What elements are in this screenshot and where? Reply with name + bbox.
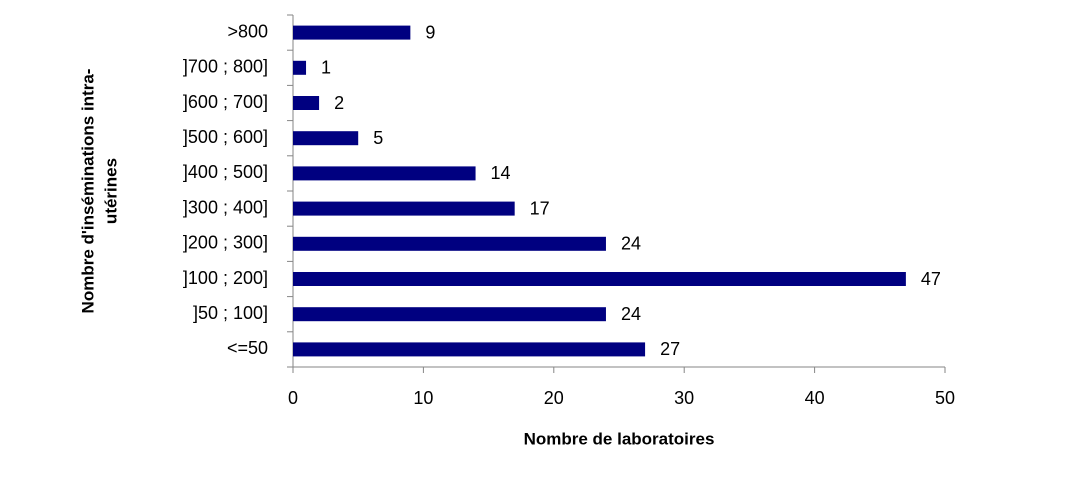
y-axis-label-line: utérines	[101, 158, 120, 224]
value-label: 2	[334, 93, 344, 113]
value-label: 17	[530, 198, 550, 218]
x-tick-label: 40	[805, 388, 825, 408]
bar	[293, 166, 476, 181]
value-label: 14	[491, 163, 511, 183]
bar	[293, 272, 906, 286]
bar	[293, 25, 411, 40]
bar	[293, 131, 359, 146]
value-label: 24	[621, 234, 641, 254]
y-tick-label: ]300 ; 400]	[183, 197, 268, 217]
bar	[293, 236, 606, 251]
y-tick-label: ]600 ; 700]	[183, 92, 268, 112]
x-tick-label: 50	[935, 388, 955, 408]
x-tick-label: 0	[288, 388, 298, 408]
value-label: 9	[425, 22, 435, 42]
x-tick-label: 30	[674, 388, 694, 408]
y-axis-label-line: Nombre d'inséminations intra-	[78, 69, 97, 314]
y-axis-label: Nombre d'inséminations intra- utérines	[78, 69, 120, 314]
value-label: 27	[660, 339, 680, 359]
value-label: 5	[373, 128, 383, 148]
value-label: 47	[921, 269, 941, 289]
y-tick-label: ]200 ; 300]	[183, 233, 268, 253]
bar	[293, 201, 515, 216]
bar	[293, 96, 320, 110]
y-tick-label: <=50	[227, 338, 268, 358]
y-tick-label: >800	[227, 21, 268, 41]
y-tick-label: ]400 ; 500]	[183, 162, 268, 182]
bar	[293, 342, 646, 357]
y-tick-label: ]50 ; 100]	[193, 303, 268, 323]
value-label: 24	[621, 304, 641, 324]
bar	[293, 60, 307, 75]
x-tick-label: 10	[413, 388, 433, 408]
y-tick-label: ]500 ; 600]	[183, 127, 268, 147]
x-axis-label: Nombre de laboratoires	[524, 429, 715, 448]
y-tick-label: ]700 ; 800]	[183, 57, 268, 77]
bar	[293, 307, 606, 322]
y-tick-label: ]100 ; 200]	[183, 268, 268, 288]
value-label: 1	[321, 58, 331, 78]
x-tick-label: 20	[544, 388, 564, 408]
